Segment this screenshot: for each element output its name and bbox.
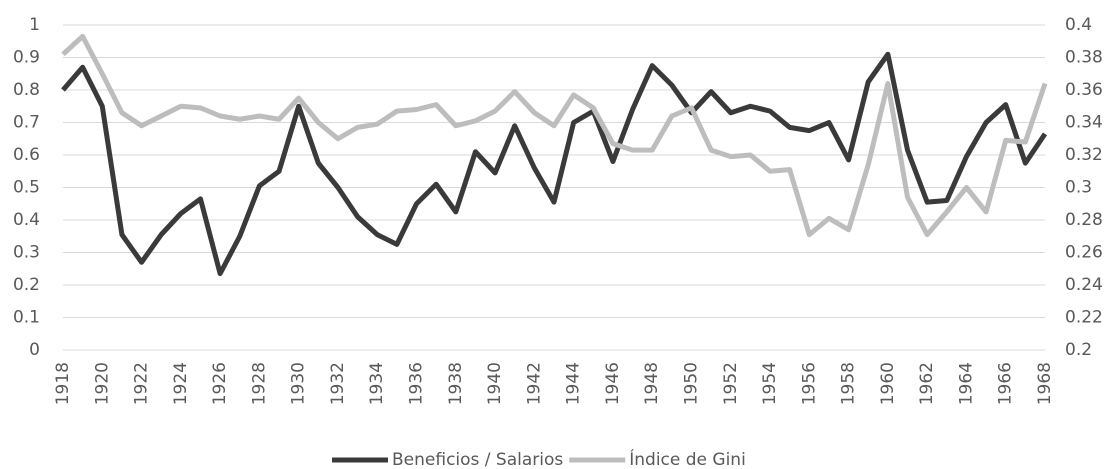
x-tick-label: 1964: [956, 362, 976, 405]
x-tick-label: 1962: [917, 362, 937, 405]
y-tick-label: 0.3: [13, 243, 40, 263]
legend-label: Beneficios / Salarios: [392, 450, 563, 469]
x-tick-label: 1920: [92, 362, 112, 405]
series-line: [61, 51, 1048, 277]
x-tick-label: 1924: [171, 362, 191, 405]
y-tick-label: 0.1: [13, 308, 40, 328]
y2-tick-label: 0.4: [1065, 15, 1092, 35]
x-tick-label: 1960: [878, 362, 898, 405]
y2-tick-label: 0.32: [1065, 145, 1103, 165]
y2-tick-label: 0.36: [1065, 80, 1103, 100]
x-tick-label: 1938: [446, 362, 466, 405]
y-tick-label: 0.8: [13, 80, 40, 100]
x-tick-label: 1966: [996, 362, 1016, 405]
x-tick-label: 1950: [681, 362, 701, 405]
legend-label: Índice de Gini: [629, 448, 746, 469]
x-tick-label: 1944: [564, 362, 584, 405]
y-tick-label: 0.4: [13, 210, 40, 230]
y-tick-label: 0.9: [13, 48, 40, 68]
x-tick-label: 1954: [760, 362, 780, 405]
y2-tick-label: 0.22: [1065, 308, 1103, 328]
x-tick-label: 1940: [485, 362, 505, 405]
y2-tick-label: 0.38: [1065, 48, 1103, 68]
x-tick-label: 1918: [53, 362, 73, 405]
x-tick-label: 1932: [328, 362, 348, 405]
x-tick-label: 1948: [642, 362, 662, 405]
x-tick-label: 1936: [407, 362, 427, 405]
x-tick-label: 1942: [524, 362, 544, 405]
x-tick-label: 1958: [839, 362, 859, 405]
y-tick-label: 0.2: [13, 275, 40, 295]
x-tick-label: 1956: [799, 362, 819, 405]
y-tick-label: 0: [29, 340, 40, 360]
x-tick-label: 1968: [1035, 362, 1055, 405]
x-tick-label: 1946: [603, 362, 623, 405]
y-tick-label: 0.7: [13, 113, 40, 133]
x-tick-label: 1930: [289, 362, 309, 405]
x-tick-label: 1926: [210, 362, 230, 405]
y2-tick-label: 0.34: [1065, 113, 1103, 133]
y2-tick-label: 0.3: [1065, 178, 1092, 198]
y2-tick-label: 0.2: [1065, 340, 1092, 360]
x-tick-label: 1952: [721, 362, 741, 405]
x-tick-label: 1922: [132, 362, 152, 405]
y2-tick-label: 0.28: [1065, 210, 1103, 230]
y-tick-label: 0.6: [13, 145, 40, 165]
x-tick-label: 1928: [249, 362, 269, 405]
x-tick-label: 1934: [367, 362, 387, 405]
series-line: [61, 33, 1048, 238]
y-tick-label: 0.5: [13, 178, 40, 198]
y2-tick-label: 0.26: [1065, 243, 1103, 263]
y-tick-label: 1: [29, 15, 40, 35]
y2-tick-label: 0.24: [1065, 275, 1103, 295]
